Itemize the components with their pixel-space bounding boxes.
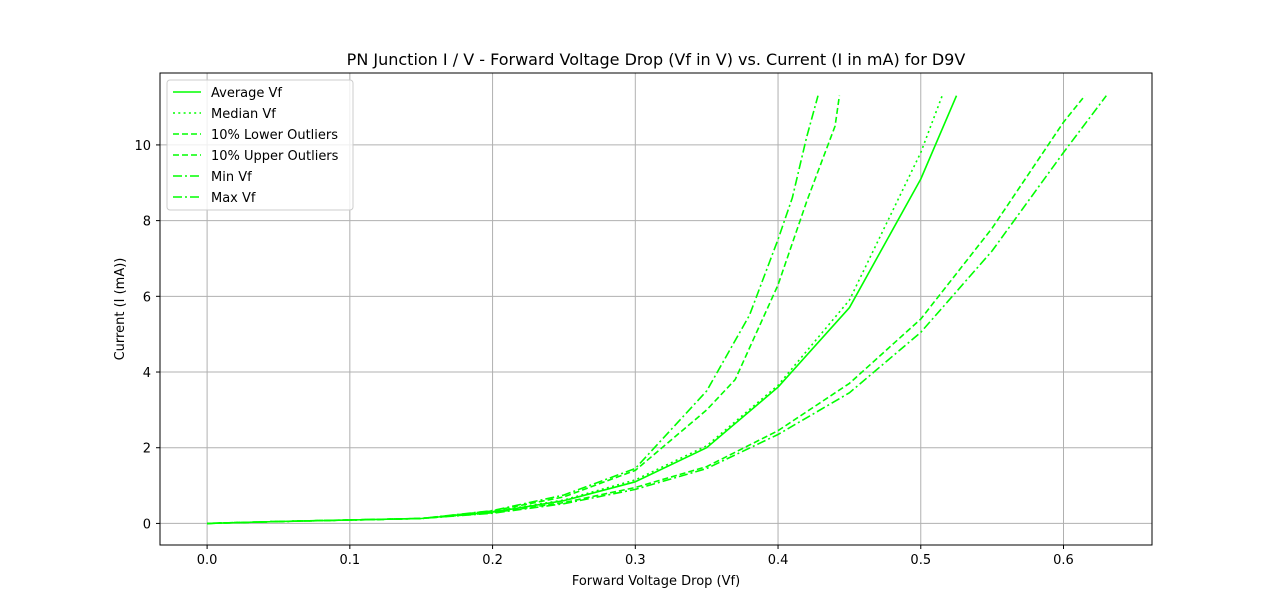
x-tick-label: 0.6 bbox=[1053, 553, 1074, 568]
legend-label: Max Vf bbox=[211, 191, 256, 206]
chart-title: PN Junction I / V - Forward Voltage Drop… bbox=[347, 50, 966, 69]
legend: Average Vf Median Vf 10% Lower Outliers 10%… bbox=[166, 79, 354, 211]
legend-label: Median Vf bbox=[211, 107, 276, 122]
x-tick-label: 0.2 bbox=[482, 553, 503, 568]
plot-area-frame bbox=[159, 72, 1153, 546]
y-tick-label: 0 bbox=[143, 517, 151, 532]
y-tick-label: 10 bbox=[134, 139, 151, 154]
y-axis-label: Current (I (mA)) bbox=[113, 258, 128, 361]
x-tick-label: 0.5 bbox=[910, 553, 931, 568]
grid bbox=[160, 73, 1152, 545]
series-line-2 bbox=[207, 95, 943, 525]
series-group bbox=[207, 95, 1107, 525]
x-tick-label: 0.1 bbox=[339, 553, 360, 568]
x-tick-label: 0.0 bbox=[197, 553, 218, 568]
y-tick-label: 6 bbox=[143, 290, 151, 305]
legend-label: Average Vf bbox=[211, 86, 282, 101]
ticks: 0.0 0.1 0.2 0.3 0.4 0.5 0.6 0 2 4 6 8 10 bbox=[134, 139, 1073, 568]
legend-label: 10% Lower Outliers bbox=[211, 128, 338, 143]
legend-box bbox=[166, 79, 354, 211]
y-tick-label: 4 bbox=[143, 366, 151, 381]
series-line-6 bbox=[207, 95, 819, 525]
y-tick-label: 8 bbox=[143, 215, 151, 230]
x-tick-label: 0.3 bbox=[625, 553, 646, 568]
legend-label: 10% Upper Outliers bbox=[211, 149, 339, 164]
x-axis-label: Forward Voltage Drop (Vf) bbox=[572, 574, 740, 589]
y-tick-label: 2 bbox=[143, 442, 151, 457]
series-line-3 bbox=[207, 95, 841, 525]
legend-label: Min Vf bbox=[211, 170, 252, 185]
x-tick-label: 0.4 bbox=[768, 553, 789, 568]
